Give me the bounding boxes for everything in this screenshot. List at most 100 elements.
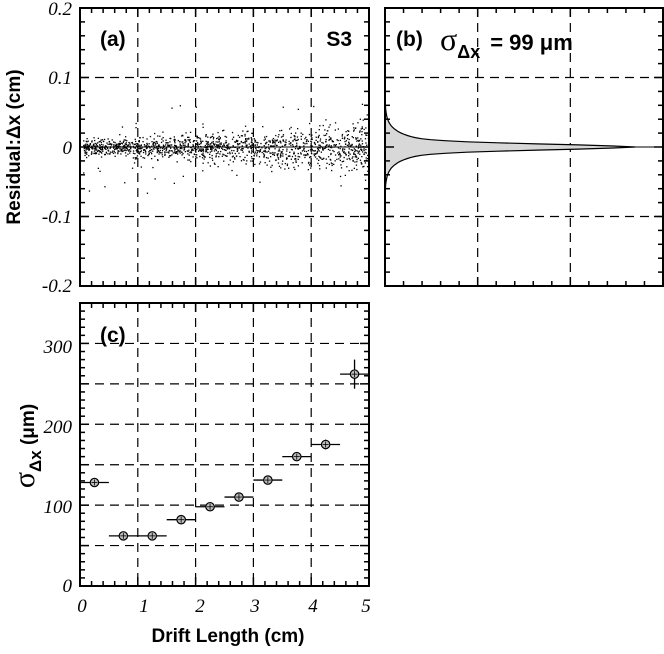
scatter-point (366, 134, 368, 136)
data-point (80, 477, 109, 488)
scatter-point (123, 140, 125, 142)
scatter-point (360, 148, 362, 150)
scatter-point (242, 158, 244, 161)
scatter-point (338, 158, 340, 160)
scatter-point (162, 137, 164, 139)
scatter-point (175, 147, 178, 149)
scatter-point (322, 158, 324, 160)
scatter-point (225, 141, 228, 144)
scatter-point (302, 142, 305, 144)
scatter-point (223, 154, 225, 156)
scatter-point (264, 162, 266, 164)
scatter-point (243, 159, 245, 161)
scatter-point (176, 161, 178, 163)
scatter-point (275, 144, 277, 147)
scatter-point (224, 146, 226, 148)
panel-a-ylabel: Residual:Δx (cm) (4, 69, 25, 224)
scatter-point (162, 156, 164, 158)
scatter-point (86, 138, 88, 140)
scatter-point (328, 146, 331, 148)
scatter-point (165, 142, 167, 144)
scatter-point (351, 143, 353, 146)
scatter-point (167, 144, 169, 146)
scatter-point (109, 151, 112, 153)
scatter-point (242, 148, 244, 150)
scatter-point (232, 136, 235, 138)
scatter-point (135, 150, 137, 152)
scatter-point (120, 150, 122, 152)
scatter-point (170, 146, 172, 148)
scatter-point (358, 139, 361, 142)
scatter-point (93, 152, 95, 155)
scatter-point (170, 150, 172, 152)
scatter-point (244, 142, 247, 144)
scatter-point (197, 144, 199, 146)
scatter-point (292, 145, 294, 147)
scatter-point (211, 149, 213, 151)
scatter-point (246, 130, 248, 133)
scatter-point (282, 140, 284, 142)
scatter-point (310, 167, 312, 169)
scatter-point (364, 151, 366, 153)
scatter-point (356, 161, 358, 163)
sigma-symbol: σ (440, 21, 457, 57)
scatter-point (326, 162, 328, 164)
scatter-point (115, 147, 117, 150)
scatter-point (147, 154, 149, 157)
scatter-point (344, 152, 346, 154)
scatter-point (307, 140, 309, 142)
scatter-point (339, 175, 342, 178)
scatter-point (221, 147, 223, 149)
scatter-point (324, 147, 326, 149)
scatter-point (257, 142, 259, 144)
scatter-point (164, 152, 166, 154)
scatter-point (158, 153, 160, 155)
scatter-point (104, 146, 107, 148)
scatter-point (157, 144, 160, 146)
scatter-point (296, 139, 298, 141)
scatter-point (162, 131, 164, 133)
scatter-point (263, 154, 266, 156)
scatter-point (109, 143, 111, 145)
scatter-point (348, 151, 350, 153)
scatter-point (265, 147, 268, 149)
panel-c-ytick-labels: 300 200 100 0 (43, 337, 73, 597)
scatter-point (193, 153, 195, 155)
scatter-point (154, 144, 157, 146)
scatter-point (290, 148, 293, 151)
scatter-point (244, 135, 246, 137)
scatter-point (92, 144, 95, 146)
scatter-point (237, 144, 239, 146)
scatter-point (357, 157, 359, 159)
scatter-point (356, 140, 358, 142)
scatter-point (147, 145, 149, 147)
scatter-point (192, 149, 194, 151)
scatter-point (220, 142, 222, 144)
scatter-point (341, 137, 344, 139)
scatter-point (294, 168, 296, 171)
scatter-point (101, 139, 104, 141)
scatter-point (297, 158, 299, 160)
scatter-point (358, 151, 360, 153)
scatter-point (346, 158, 348, 160)
scatter-point (357, 139, 359, 142)
scatter-point (105, 145, 107, 147)
scatter-point (196, 143, 198, 145)
scatter-point (355, 146, 357, 148)
data-point (108, 531, 138, 541)
scatter-point (250, 141, 252, 143)
scatter-point (344, 136, 346, 138)
scatter-point (231, 131, 234, 134)
scatter-point (127, 149, 129, 151)
scatter-point (166, 151, 168, 153)
scatter-point (346, 144, 349, 146)
scatter-point (315, 139, 317, 141)
scatter-point (132, 152, 135, 154)
scatter-point (196, 148, 198, 151)
scatter-point (348, 155, 350, 157)
panel-a-station-label: S3 (326, 28, 352, 51)
scatter-point (282, 153, 284, 155)
scatter-point (121, 146, 123, 148)
scatter-point (357, 122, 359, 124)
